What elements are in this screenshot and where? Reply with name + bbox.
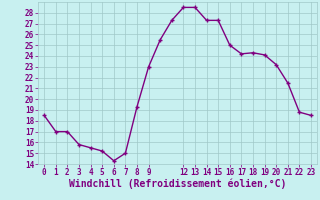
X-axis label: Windchill (Refroidissement éolien,°C): Windchill (Refroidissement éolien,°C) bbox=[69, 179, 286, 189]
